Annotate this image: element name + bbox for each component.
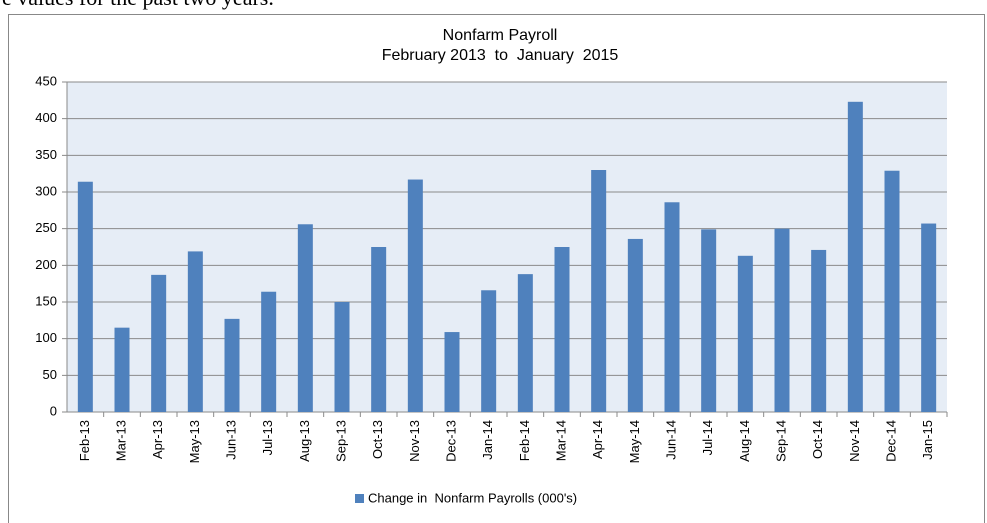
bar [407, 179, 423, 412]
x-tick-label: Dec-13 [443, 420, 458, 462]
bar [517, 274, 533, 412]
bar [261, 291, 277, 412]
bar [811, 249, 827, 412]
plot-area [67, 82, 947, 412]
x-tick-label: Mar-14 [553, 420, 568, 461]
x-tick-label: Aug-14 [737, 420, 752, 462]
bar [224, 318, 240, 412]
y-tick-label: 0 [50, 403, 57, 418]
x-tick-label: Jul-14 [700, 420, 715, 455]
bar [334, 302, 350, 412]
x-tick-label: Oct-14 [810, 420, 825, 459]
x-tick-label: Feb-13 [77, 420, 92, 461]
chart-title: Nonfarm Payroll [443, 27, 558, 44]
x-tick-label: Nov-14 [847, 420, 862, 462]
bar [774, 228, 790, 412]
bar [481, 290, 497, 412]
y-tick-label: 250 [35, 220, 57, 235]
y-tick-label: 150 [35, 293, 57, 308]
bar [77, 181, 93, 412]
bar [737, 255, 753, 412]
bar [187, 251, 203, 412]
bar [297, 224, 313, 412]
x-tick-label: Jan-14 [480, 420, 495, 460]
bar [591, 170, 607, 412]
bar [627, 238, 643, 412]
bar [664, 202, 680, 412]
y-tick-label: 400 [35, 110, 57, 125]
y-tick-label: 50 [43, 367, 57, 382]
x-tick-label: May-13 [187, 420, 202, 463]
x-tick-label: Mar-13 [113, 420, 128, 461]
x-tick-label: Jun-14 [663, 420, 678, 460]
legend-label: Change in Nonfarm Payrolls (000's) [368, 490, 577, 505]
x-tick-label: Jun-13 [223, 420, 238, 460]
y-tick-label: 450 [35, 73, 57, 88]
bar [151, 274, 167, 412]
chart-subtitle: February 2013 to January 2015 [382, 47, 619, 64]
x-tick-label: Aug-13 [297, 420, 312, 462]
bar [884, 170, 900, 412]
bar [554, 247, 570, 412]
y-tick-label: 100 [35, 330, 57, 345]
x-tick-label: Dec-14 [883, 420, 898, 462]
y-tick-label: 300 [35, 183, 57, 198]
x-tick-label: Oct-13 [370, 420, 385, 459]
x-tick-label: Sep-13 [333, 420, 348, 462]
x-tick-label: May-14 [627, 420, 642, 463]
y-tick-label: 350 [35, 147, 57, 162]
x-tick-label: Apr-13 [150, 420, 165, 459]
x-tick-label: Jan-15 [920, 420, 935, 460]
bar [847, 101, 863, 413]
bar [371, 247, 387, 412]
bar [921, 223, 937, 412]
bar [114, 327, 130, 412]
x-tick-label: Feb-14 [517, 420, 532, 461]
bar [444, 332, 460, 412]
bar [701, 229, 717, 412]
legend-swatch [355, 494, 364, 503]
x-tick-label: Apr-14 [590, 420, 605, 459]
page-text: e values for the past two years. [2, 0, 274, 10]
x-tick-label: Sep-14 [773, 420, 788, 462]
x-tick-label: Nov-13 [407, 420, 422, 462]
x-tick-label: Jul-13 [260, 420, 275, 455]
y-tick-label: 200 [35, 257, 57, 272]
